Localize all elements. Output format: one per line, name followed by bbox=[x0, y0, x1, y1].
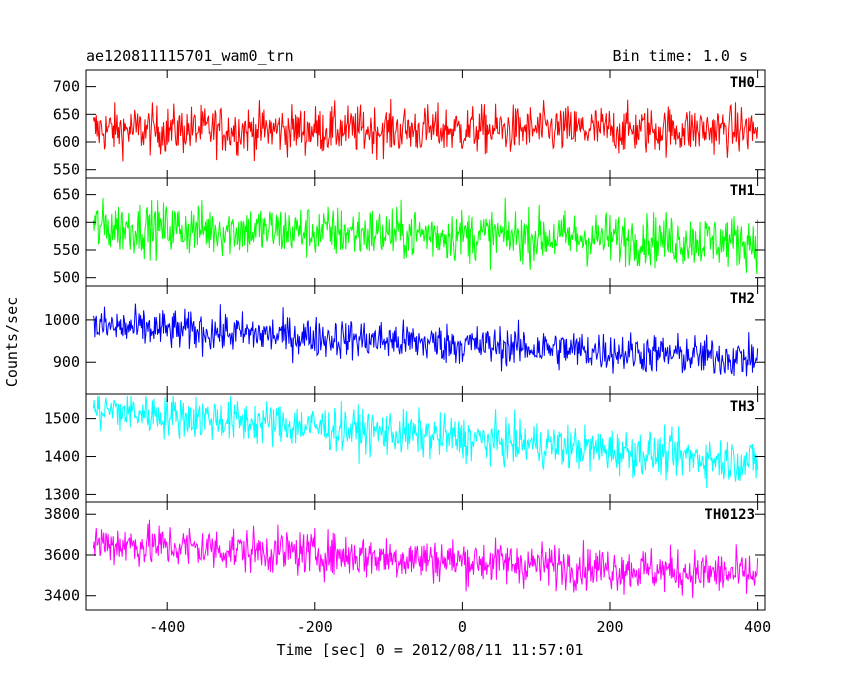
series-line-th1 bbox=[92, 197, 759, 275]
x-tick-label: -400 bbox=[149, 618, 185, 636]
panel-label-th3: TH3 bbox=[730, 399, 755, 415]
y-tick-label: 700 bbox=[53, 78, 80, 96]
series-line-th0 bbox=[92, 98, 759, 162]
chart-subtitle: Bin time: 1.0 s bbox=[613, 47, 748, 65]
y-tick-label: 1500 bbox=[44, 410, 80, 428]
panel-label-th0: TH0 bbox=[730, 75, 755, 91]
y-tick-label: 500 bbox=[53, 269, 80, 287]
y-tick-label: 600 bbox=[53, 213, 80, 231]
y-tick-label: 900 bbox=[53, 353, 80, 371]
panel-frame-th3 bbox=[85, 393, 766, 503]
x-axis-label: Time [sec] 0 = 2012/08/11 11:57:01 bbox=[276, 641, 583, 659]
y-axis-label: Counts/sec bbox=[3, 297, 21, 387]
series-line-th2 bbox=[92, 303, 759, 377]
y-tick-label: 550 bbox=[53, 241, 80, 259]
panel-label-th2: TH2 bbox=[730, 291, 755, 307]
series-line-th3 bbox=[92, 395, 759, 489]
panel-label-th1: TH1 bbox=[730, 183, 755, 199]
panel-label-th0123: TH0123 bbox=[704, 507, 755, 523]
y-tick-label: 3400 bbox=[44, 587, 80, 605]
y-tick-label: 600 bbox=[53, 133, 80, 151]
x-tick-label: 200 bbox=[596, 618, 623, 636]
y-tick-label: 650 bbox=[53, 105, 80, 123]
x-tick-label: 400 bbox=[744, 618, 771, 636]
y-tick-label: 1000 bbox=[44, 311, 80, 329]
series-line-th0123 bbox=[92, 519, 759, 599]
y-tick-label: 3800 bbox=[44, 505, 80, 523]
y-tick-label: 650 bbox=[53, 186, 80, 204]
x-tick-label: 0 bbox=[458, 618, 467, 636]
panel-frame-th0123 bbox=[85, 501, 766, 611]
x-tick-label: -200 bbox=[297, 618, 333, 636]
panels-group: 550 600 650 700 TH0 500 550 600 650 TH1 900 1000 TH2… bbox=[44, 69, 771, 636]
chart-title: ae120811115701_wam0_trn bbox=[86, 47, 294, 65]
y-tick-label: 550 bbox=[53, 161, 80, 179]
y-tick-label: 1400 bbox=[44, 448, 80, 466]
y-tick-label: 3600 bbox=[44, 546, 80, 564]
y-tick-label: 1300 bbox=[44, 485, 80, 503]
